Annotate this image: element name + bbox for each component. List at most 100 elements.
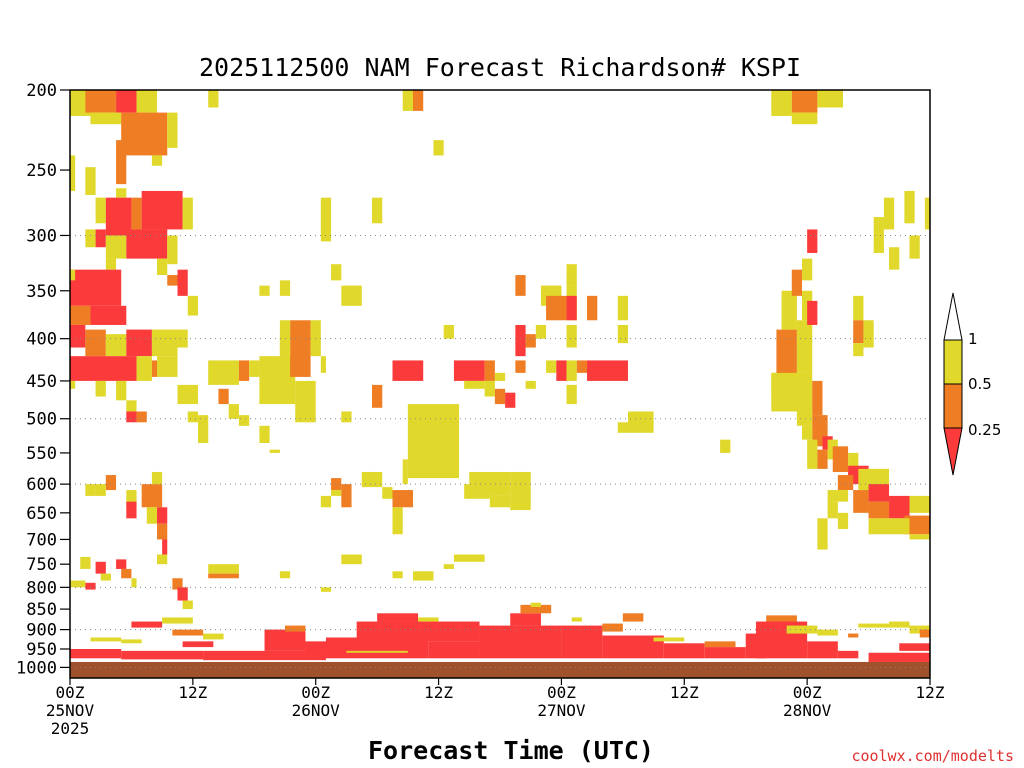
richardson-region-11 [208,90,219,108]
ground-fill [70,661,930,678]
richardson-region-27 [105,235,127,259]
x-tick-label-4-1: 00Z [547,683,576,702]
richardson-region-120 [331,490,342,496]
richardson-region-237 [766,615,797,622]
richardson-region-70 [259,425,270,443]
richardson-region-44 [177,329,188,348]
richardson-region-71 [269,449,280,453]
y-tick-label-400: 400 [26,330,57,350]
richardson-region-200 [443,564,454,569]
richardson-region-37 [187,295,198,316]
richardson-region-189 [121,568,132,579]
richardson-region-231 [653,637,685,642]
richardson-region-193 [182,600,193,610]
richardson-region-46 [136,356,152,381]
x-tick-label-0-3: 2025 [51,719,90,738]
chart-title: 2025112500 NAM Forecast Richardson# KSPI [199,53,801,82]
richardson-region-42 [126,329,152,357]
richardson-region-185 [80,556,91,569]
richardson-region-52 [126,400,137,412]
richardson-region-92 [515,275,526,296]
richardson-region-197 [341,554,362,565]
legend-swatch-orange [943,383,963,429]
x-tick-label-7-1: 12Z [916,683,945,702]
richardson-region-202 [320,587,332,592]
y-tick-label-600: 600 [26,475,57,495]
richardson-region-66 [290,320,311,377]
richardson-region-131 [781,290,797,330]
richardson-region-78 [372,197,383,224]
x-tick-label-2-2: 26NOV [292,701,341,720]
x-tick-label-6-2: 28NOV [783,701,832,720]
richardson-region-157 [904,515,930,535]
richardson-region-74 [279,280,291,296]
richardson-region-171 [863,320,874,348]
richardson-region-188 [116,559,127,569]
x-tick-label-6-1: 00Z [793,683,822,702]
richardson-region-121 [341,484,352,508]
richardson-region-110 [587,360,628,381]
richardson-region-58 [208,360,239,385]
richardson-region-81 [392,360,424,381]
richardson-region-94 [546,295,567,321]
richardson-region-244 [858,623,890,628]
richardson-region-59 [238,360,250,381]
richardson-region-107 [556,360,567,381]
richardson-region-84 [464,380,485,389]
richardson-region-219 [377,613,419,622]
richardson-region-184 [157,554,168,565]
y-tick-label-750: 750 [26,555,57,575]
richardson-region-39 [70,324,86,348]
richardson-region-109 [576,360,588,373]
richardson-region-173 [85,484,96,496]
richardson-region-73 [259,285,270,296]
richardson-region-230 [622,613,644,622]
richardson-region-174 [105,475,117,491]
richardson-region-122 [320,495,332,508]
x-tick-label-4-2: 27NOV [537,701,586,720]
richardson-region-209 [162,617,193,624]
richardson-region-18 [791,112,818,125]
richardson-region-98 [515,324,526,357]
richardson-region-206 [121,650,204,660]
richardson-region-43 [151,329,178,357]
x-axis-label: Forecast Time (UTC) [368,736,654,765]
x-tick-label-0-1: 00Z [56,683,85,702]
richardson-region-12 [402,90,413,111]
y-tick-label-1000: 1000 [16,658,57,678]
richardson-region-216 [285,625,306,632]
ground-layer [70,661,930,678]
richardson-region-139 [796,411,813,426]
richardson-region-4 [90,112,122,125]
richardson-region-228 [602,623,623,632]
richardson-region-164 [873,217,884,253]
legend-label-1: 0.5 [968,375,992,393]
richardson-region-225 [530,602,541,607]
richardson-region-168 [924,197,930,230]
richardson-region-55 [177,384,198,405]
richardson-region-243 [848,633,859,638]
richardson-region-5 [121,112,168,156]
richardson-region-135 [802,258,813,281]
richardson-region-203 [70,580,86,588]
richardson-region-104 [617,324,628,344]
richardson-region-192 [177,587,188,601]
richardson-region-170 [853,320,864,344]
richardson-region-118 [464,484,490,499]
richardson-region-2 [116,90,137,113]
richardson-region-213 [203,650,326,661]
richardson-region-224 [520,604,552,614]
richardson-region-233 [704,641,736,648]
legend-swatch-yellow [943,339,963,385]
richardson-region-145 [827,439,838,460]
richardson-region-112 [566,384,577,405]
plot-area [70,90,930,662]
x-tick-label-2-1: 00Z [301,683,330,702]
x-tick-label-5-1: 12Z [670,683,699,702]
richardson-region-204 [85,582,96,590]
richardson-region-220 [418,617,439,622]
y-tick-label-800: 800 [26,578,57,598]
richardson-region-250 [121,639,142,644]
richardson-region-226 [561,625,603,659]
richardson-region-85 [484,380,495,397]
